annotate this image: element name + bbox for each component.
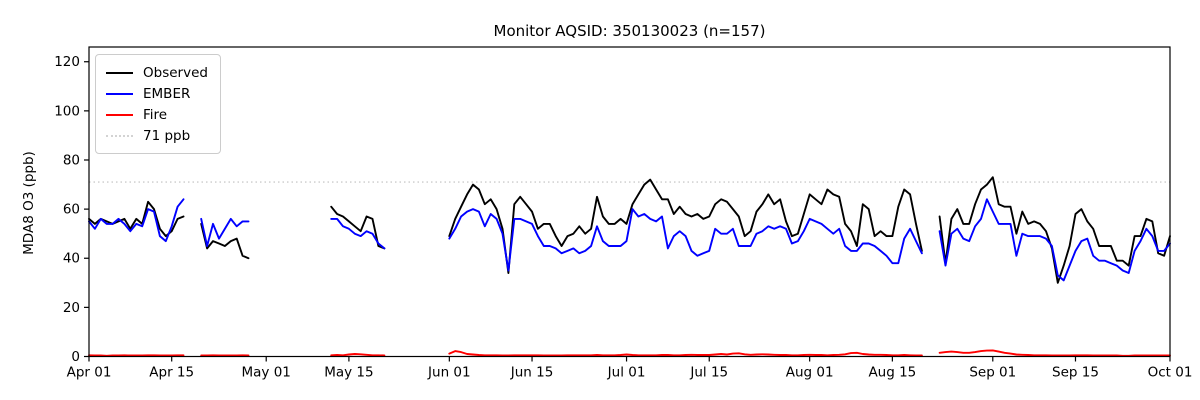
fire-series-line	[88, 349, 1171, 357]
legend-item-observed: Observed	[106, 62, 208, 83]
y-tick-label: 120	[54, 54, 80, 70]
x-tick-label: Aug 01	[786, 365, 834, 381]
x-tick-label: Oct 01	[1148, 365, 1193, 381]
threshold-line-swatch	[106, 134, 133, 137]
legend: Observed EMBER Fire 71 ppb	[95, 54, 221, 154]
x-tick-label: May 15	[324, 365, 373, 381]
ember-series-line	[88, 198, 1171, 282]
fire-line-swatch	[106, 113, 133, 116]
legend-label-ember: EMBER	[143, 85, 191, 102]
x-tick-label: Jun 01	[427, 365, 471, 381]
legend-item-fire: Fire	[106, 104, 208, 125]
legend-label-observed: Observed	[143, 64, 208, 81]
legend-label-threshold: 71 ppb	[143, 127, 191, 144]
x-tick-label: Sep 15	[1052, 365, 1099, 381]
axes-spines	[88, 46, 1171, 358]
y-tick-label: 0	[71, 349, 80, 365]
x-tick-label: Apr 01	[67, 365, 112, 381]
x-tick-label: Jul 01	[607, 365, 646, 381]
legend-item-threshold: 71 ppb	[106, 125, 208, 146]
x-tick-label: Apr 15	[149, 365, 194, 381]
observed-series-line	[88, 176, 1171, 284]
y-tick-label: 20	[63, 300, 80, 316]
y-tick-label: 60	[63, 202, 80, 218]
ember-line-swatch	[106, 92, 133, 95]
observed-line-swatch	[106, 71, 133, 74]
y-tick-label: 40	[63, 251, 80, 267]
y-tick-label: 80	[63, 152, 80, 168]
x-tick-label: Aug 15	[868, 365, 916, 381]
legend-item-ember: EMBER	[106, 83, 208, 104]
y-tick-label: 100	[54, 103, 80, 119]
x-tick-label: Jul 15	[689, 365, 728, 381]
x-tick-label: Sep 01	[969, 365, 1016, 381]
x-tick-label: Jun 15	[510, 365, 554, 381]
chart-title: Monitor AQSID: 350130023 (n=157)	[493, 22, 766, 40]
legend-label-fire: Fire	[143, 106, 168, 123]
x-tick-label: May 01	[242, 365, 291, 381]
